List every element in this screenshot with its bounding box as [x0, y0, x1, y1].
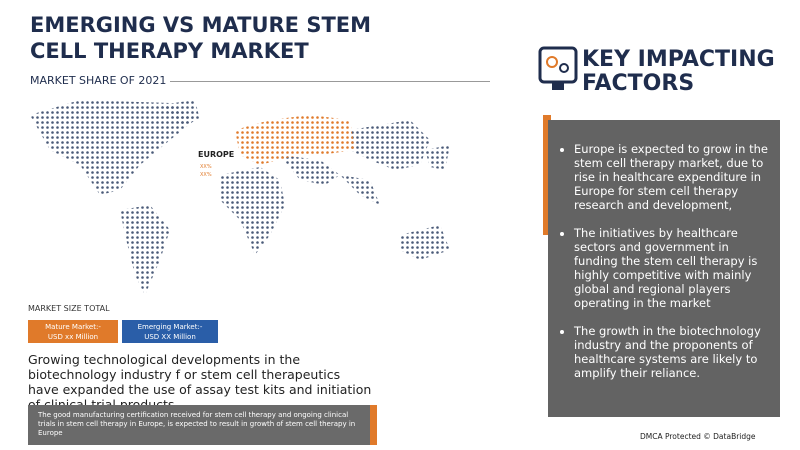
- credit: DMCA Protected © DataBridge: [640, 432, 756, 441]
- factor: Europe is expected to grow in the stem c…: [574, 142, 768, 212]
- region-value: XX%: [200, 164, 212, 170]
- mature-box: Mature Market:- USD xx Million: [28, 320, 118, 343]
- emerging-name: Emerging Market:-: [137, 323, 203, 331]
- footer-note: The good manufacturing certification rec…: [28, 405, 370, 445]
- emerging-box: Emerging Market:- USD XX Million: [122, 320, 218, 343]
- title: EMERGING VS MATURE STEM CELL THERAPY MAR…: [30, 13, 372, 63]
- factors-panel: Europe is expected to grow in the stem c…: [548, 120, 780, 417]
- market-size-label: MARKET SIZE TOTAL: [28, 304, 110, 313]
- world-map: EUROPE XX% XX%: [30, 100, 450, 295]
- factors-list: Europe is expected to grow in the stem c…: [560, 142, 768, 380]
- factors-icon: [538, 46, 578, 90]
- emerging-value: USD XX Million: [144, 333, 196, 341]
- subtitle: MARKET SHARE OF 2021: [30, 74, 167, 87]
- mature-name: Mature Market:-: [45, 323, 101, 331]
- factor: The growth in the biotechnology industry…: [574, 324, 768, 380]
- accent-bar: [370, 405, 377, 445]
- factor: The initiatives by healthcare sectors an…: [574, 226, 768, 310]
- region-label: EUROPE: [198, 150, 234, 159]
- body-text: Growing technological developments in th…: [28, 352, 372, 412]
- region-value: XX%: [200, 172, 212, 178]
- mature-value: USD xx Million: [47, 333, 99, 341]
- factors-title: KEY IMPACTING FACTORS: [582, 47, 775, 96]
- divider: [170, 81, 490, 82]
- accent-bar: [543, 115, 551, 235]
